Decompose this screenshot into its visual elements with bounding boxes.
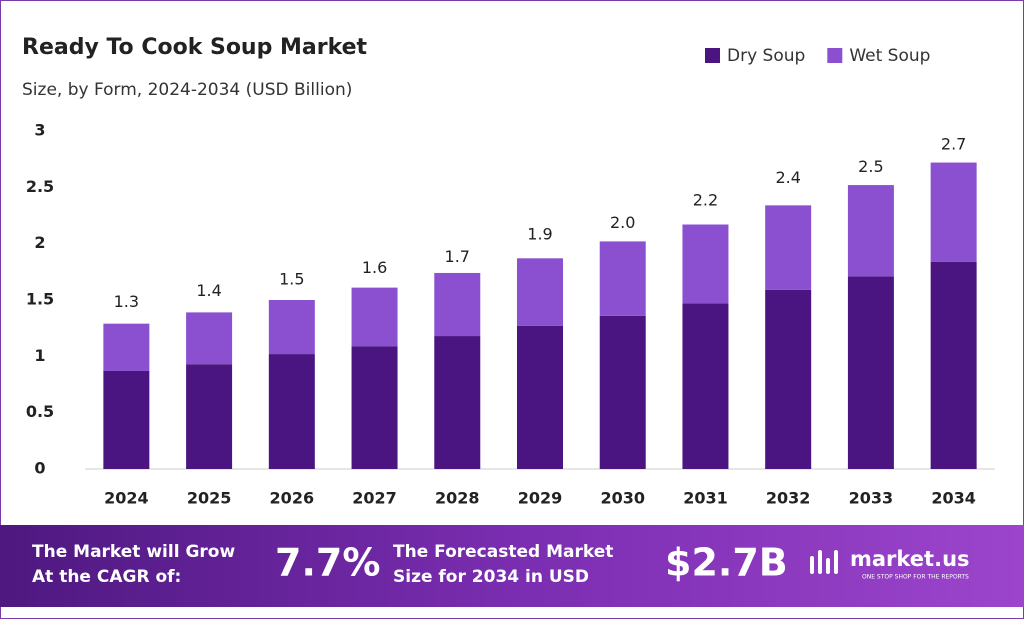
bar-segment [434, 336, 481, 469]
total-label: 2.7 [941, 134, 966, 153]
y-tick-label: 2 [34, 233, 45, 252]
total-label: 1.5 [279, 270, 304, 289]
bar-segment [682, 303, 729, 469]
total-label: 1.9 [527, 224, 552, 243]
bar-segment [186, 312, 233, 365]
bar-segment [103, 323, 150, 371]
x-tick-label: 2025 [187, 489, 232, 508]
bar-segment [765, 205, 812, 290]
total-label: 1.3 [114, 292, 139, 311]
bar-segment [847, 276, 894, 469]
legend-swatch [827, 48, 843, 63]
x-tick-label: 2024 [104, 489, 149, 508]
banner-text: Size for 2034 in USD [393, 567, 589, 587]
legend-swatch [705, 48, 720, 63]
total-label: 2.2 [693, 191, 718, 210]
y-tick-label: 1.5 [26, 290, 54, 309]
total-label: 1.4 [196, 281, 221, 300]
banner [0, 525, 1024, 607]
bar-segment [186, 364, 233, 469]
total-label: 2.5 [858, 157, 883, 176]
bar-segment [103, 370, 150, 469]
bar-segment [268, 354, 315, 469]
legend-label: Dry Soup [727, 46, 805, 66]
x-tick-label: 2028 [435, 489, 480, 508]
x-tick-label: 2027 [352, 489, 397, 508]
banner-text: At the CAGR of: [32, 567, 181, 587]
y-tick-label: 0.5 [26, 402, 54, 421]
legend-label: Wet Soup [849, 46, 930, 66]
total-label: 1.6 [362, 258, 387, 277]
banner-value: $2.7B [665, 541, 788, 585]
banner-text: The Forecasted Market [393, 542, 613, 562]
total-label: 2.0 [610, 213, 635, 232]
total-label: 2.4 [775, 168, 800, 187]
legend: Dry Soup Wet Soup [705, 46, 930, 66]
banner-text: The Market will Grow [32, 542, 235, 562]
bar-segment [847, 185, 894, 277]
chart-title: Ready To Cook Soup Market [22, 35, 368, 60]
bar-segment [434, 272, 481, 337]
bar-segment [351, 287, 398, 347]
x-tick-label: 2031 [683, 489, 728, 508]
y-tick-label: 3 [34, 121, 45, 140]
banner-cagr: 7.7% [275, 541, 380, 585]
bar-segment [682, 224, 729, 304]
x-tick-label: 2032 [766, 489, 811, 508]
bar-segment [930, 261, 977, 469]
x-tick-label: 2033 [849, 489, 894, 508]
bar-segment [599, 241, 646, 316]
bar-segment [930, 162, 977, 262]
bar-segment [599, 315, 646, 469]
total-label: 1.7 [445, 247, 470, 266]
y-tick-label: 2.5 [26, 177, 54, 196]
x-tick-label: 2029 [518, 489, 563, 508]
chart-subtitle: Size, by Form, 2024-2034 (USD Billion) [22, 80, 352, 100]
bar-segment [351, 346, 398, 469]
x-tick-label: 2034 [931, 489, 976, 508]
y-tick-label: 1 [34, 346, 45, 365]
y-tick-label: 0 [34, 459, 45, 478]
brand-name: market.us [850, 547, 970, 571]
x-tick-label: 2026 [270, 489, 315, 508]
bar-segment [268, 300, 315, 355]
bar-segment [765, 289, 812, 469]
x-tick-label: 2030 [600, 489, 645, 508]
brand-tagline: ONE STOP SHOP FOR THE REPORTS [862, 574, 969, 581]
bar-segment [517, 258, 563, 326]
bar-segment [517, 325, 563, 469]
brand-logo [810, 550, 838, 574]
